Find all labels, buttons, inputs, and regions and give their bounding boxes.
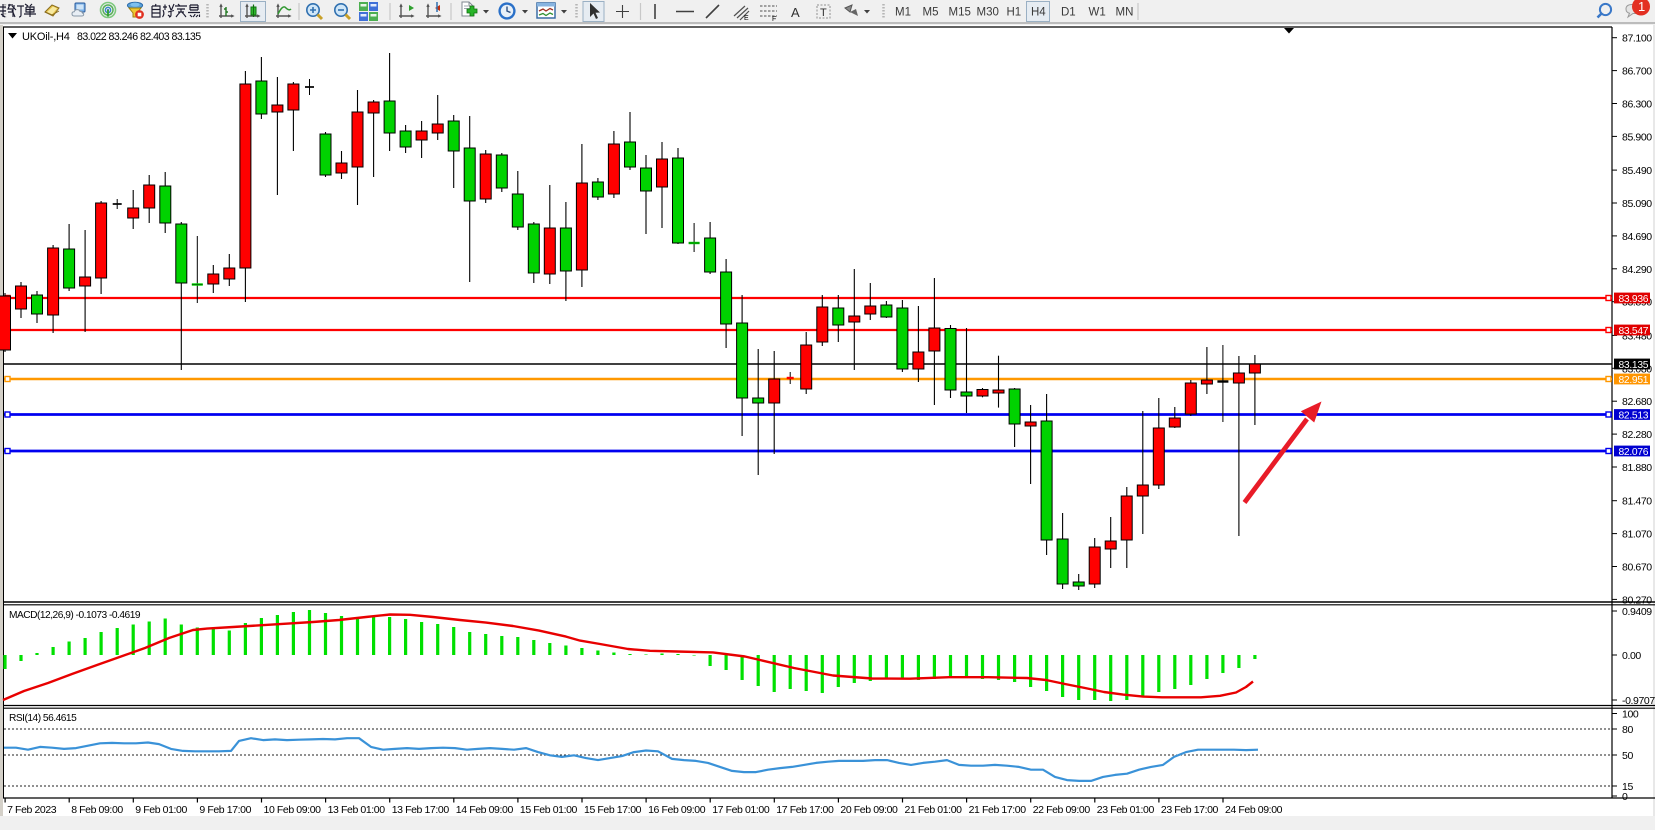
svg-text:10 Feb 09:00: 10 Feb 09:00: [264, 804, 322, 816]
svg-text:24 Feb 09:00: 24 Feb 09:00: [1225, 804, 1283, 816]
svg-text:83.936: 83.936: [1619, 294, 1649, 305]
svg-text:M5: M5: [923, 7, 939, 19]
svg-text:23 Feb 01:00: 23 Feb 01:00: [1097, 804, 1155, 816]
svg-text:9 Feb 17:00: 9 Feb 17:00: [199, 804, 251, 816]
svg-text:85.900: 85.900: [1622, 131, 1652, 143]
svg-text:RSI(14) 56.4615: RSI(14) 56.4615: [9, 713, 77, 724]
svg-text:15 Feb 01:00: 15 Feb 01:00: [520, 804, 578, 816]
svg-text:83.022 83.246 82.403 83.135: 83.022 83.246 82.403 83.135: [77, 31, 201, 43]
svg-text:13 Feb 01:00: 13 Feb 01:00: [328, 804, 386, 816]
svg-text:A: A: [791, 5, 800, 20]
svg-text:MACD(12,26,9) -0.1073 -0.4619: MACD(12,26,9) -0.1073 -0.4619: [9, 610, 141, 621]
svg-text:M30: M30: [977, 7, 999, 19]
svg-text:H1: H1: [1007, 7, 1022, 19]
svg-text:M1: M1: [895, 7, 911, 19]
svg-text:83.135: 83.135: [1619, 360, 1649, 371]
svg-text:82.280: 82.280: [1622, 429, 1652, 441]
svg-text:80: 80: [1622, 724, 1633, 736]
svg-text:80.270: 80.270: [1622, 594, 1652, 606]
svg-text:14 Feb 09:00: 14 Feb 09:00: [456, 804, 514, 816]
svg-text:86.300: 86.300: [1622, 99, 1652, 111]
svg-text:21 Feb 17:00: 21 Feb 17:00: [969, 804, 1027, 816]
svg-text:81.070: 81.070: [1622, 529, 1652, 541]
svg-text:15 Feb 17:00: 15 Feb 17:00: [584, 804, 642, 816]
svg-text:100: 100: [1622, 709, 1639, 721]
svg-text:16 Feb 09:00: 16 Feb 09:00: [648, 804, 706, 816]
svg-text:23 Feb 17:00: 23 Feb 17:00: [1161, 804, 1219, 816]
svg-text:13 Feb 17:00: 13 Feb 17:00: [392, 804, 450, 816]
svg-text:0.00: 0.00: [1622, 650, 1641, 662]
svg-text:15: 15: [1622, 781, 1633, 793]
svg-text:21 Feb 01:00: 21 Feb 01:00: [905, 804, 963, 816]
svg-text:E: E: [744, 15, 749, 22]
svg-text:0: 0: [1622, 791, 1628, 803]
svg-text:17 Feb 17:00: 17 Feb 17:00: [776, 804, 834, 816]
svg-text:20 Feb 09:00: 20 Feb 09:00: [840, 804, 898, 816]
svg-text:-0.9707: -0.9707: [1622, 695, 1655, 707]
svg-text:85.090: 85.090: [1622, 198, 1652, 210]
svg-text:H4: H4: [1031, 7, 1046, 19]
svg-text:82.513: 82.513: [1619, 410, 1649, 421]
svg-text:86.700: 86.700: [1622, 66, 1652, 78]
svg-text:0.9409: 0.9409: [1622, 606, 1652, 618]
svg-text:8 Feb 09:00: 8 Feb 09:00: [71, 804, 123, 816]
svg-text:85.490: 85.490: [1622, 165, 1652, 177]
svg-text:80.670: 80.670: [1622, 562, 1652, 574]
svg-text:81.470: 81.470: [1622, 496, 1652, 508]
svg-text:84.290: 84.290: [1622, 264, 1652, 276]
svg-text:T: T: [820, 7, 827, 19]
svg-text:83.547: 83.547: [1619, 326, 1649, 337]
svg-text:82.076: 82.076: [1619, 447, 1649, 458]
svg-text:M15: M15: [949, 7, 971, 19]
svg-text:9 Feb 01:00: 9 Feb 01:00: [135, 804, 187, 816]
svg-text:D1: D1: [1061, 7, 1076, 19]
svg-text:50: 50: [1622, 750, 1633, 762]
svg-text:1: 1: [1638, 0, 1645, 14]
svg-text:UKOil-,H4: UKOil-,H4: [22, 31, 70, 43]
svg-text:84.690: 84.690: [1622, 231, 1652, 243]
svg-text:F: F: [772, 16, 776, 23]
svg-text:17 Feb 01:00: 17 Feb 01:00: [712, 804, 770, 816]
svg-text:22 Feb 09:00: 22 Feb 09:00: [1033, 804, 1091, 816]
svg-text:87.100: 87.100: [1622, 33, 1652, 45]
svg-text:82.680: 82.680: [1622, 396, 1652, 408]
svg-text:82.951: 82.951: [1619, 375, 1649, 386]
svg-text:81.880: 81.880: [1622, 462, 1652, 474]
svg-text:7 Feb 2023: 7 Feb 2023: [7, 804, 57, 816]
svg-text:W1: W1: [1089, 7, 1106, 19]
svg-text:MN: MN: [1116, 7, 1134, 19]
